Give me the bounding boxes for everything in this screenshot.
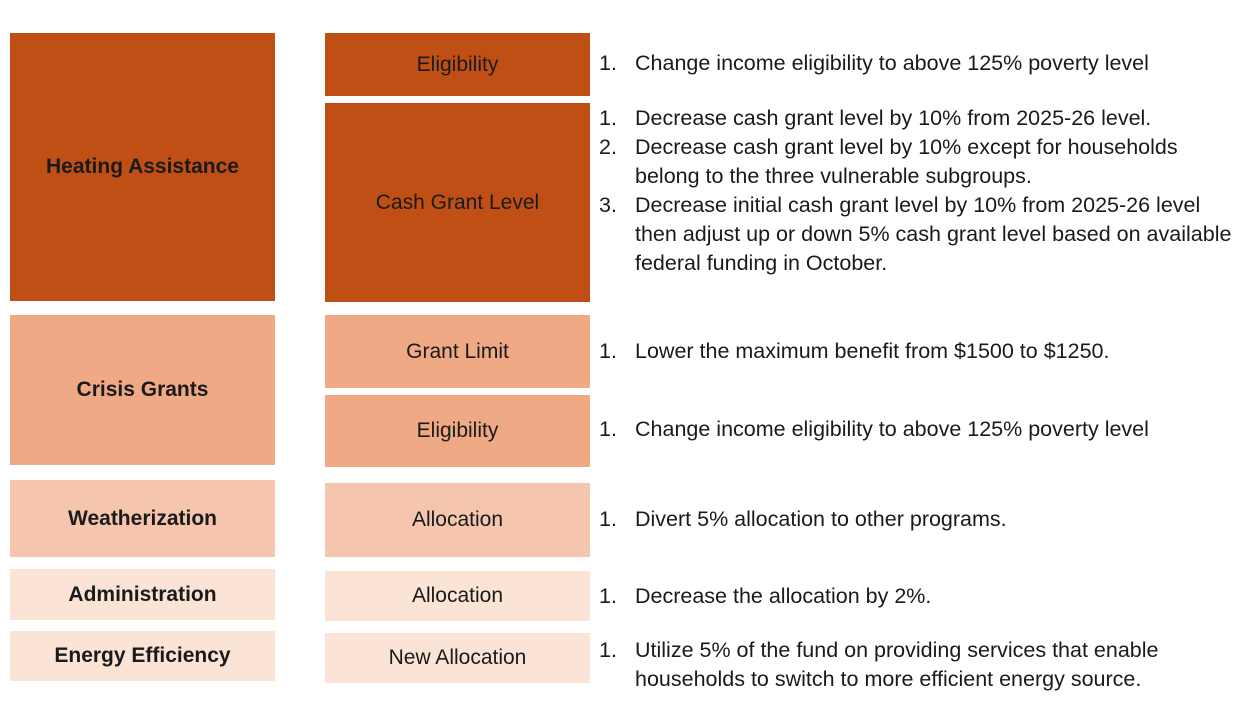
lever-crisis-eligibility: Eligibility — [325, 395, 590, 467]
lever-label: Eligibility — [416, 52, 499, 76]
options-new-allocation: 1. Utilize 5% of the fund on providing s… — [599, 636, 1244, 694]
option-number: 1. — [599, 106, 617, 130]
options-cash-grant-level: 1. Decrease cash grant level by 10% from… — [599, 104, 1244, 278]
lever-label: Allocation — [411, 508, 504, 531]
list-item: 1. Change income eligibility to above 12… — [599, 415, 1244, 444]
list-item: 1. Utilize 5% of the fund on providing s… — [599, 636, 1244, 694]
option-text: Decrease cash grant level by 10% except … — [635, 135, 1178, 188]
option-text: Utilize 5% of the fund on providing serv… — [635, 638, 1159, 691]
category-label: Crisis Grants — [76, 378, 209, 401]
option-number: 1. — [599, 339, 617, 363]
category-label: Heating Assistance — [46, 155, 239, 178]
list-item: 1. Decrease the allocation by 2%. — [599, 582, 1244, 611]
option-text: Decrease cash grant level by 10% from 20… — [635, 106, 1152, 130]
lever-new-allocation: New Allocation — [325, 633, 590, 683]
list-item: 2. Decrease cash grant level by 10% exce… — [599, 133, 1244, 191]
options-administration-allocation: 1. Decrease the allocation by 2%. — [599, 582, 1244, 611]
option-text: Change income eligibility to above 125% … — [635, 51, 1149, 75]
category-weatherization: Weatherization — [10, 480, 275, 557]
list-item: 1. Decrease cash grant level by 10% from… — [599, 104, 1244, 133]
category-crisis-grants: Crisis Grants — [10, 315, 275, 465]
option-number: 1. — [599, 638, 617, 662]
option-number: 3. — [599, 193, 617, 217]
option-text: Decrease the allocation by 2%. — [635, 584, 932, 608]
category-heating-assistance: Heating Assistance — [10, 33, 275, 301]
lever-label: Eligibility — [416, 419, 499, 442]
lever-administration-allocation: Allocation — [325, 571, 590, 621]
lever-weatherization-allocation: Allocation — [325, 483, 590, 557]
option-number: 1. — [599, 584, 617, 608]
options-weatherization-allocation: 1. Divert 5% allocation to other program… — [599, 505, 1244, 534]
lever-grant-limit: Grant Limit — [325, 315, 590, 388]
list-item: 1. Lower the maximum benefit from $1500 … — [599, 337, 1244, 366]
option-number: 1. — [599, 507, 617, 531]
list-item: 1. Change income eligibility to above 12… — [599, 49, 1244, 78]
category-energy-efficiency: Energy Efficiency — [10, 631, 275, 681]
category-administration: Administration — [10, 569, 275, 620]
lever-label: Grant Limit — [406, 339, 509, 363]
option-text: Lower the maximum benefit from $1500 to … — [635, 339, 1110, 363]
list-item: 1. Divert 5% allocation to other program… — [599, 505, 1244, 534]
lever-heating-eligibility: Eligibility — [325, 33, 590, 96]
lever-label: New Allocation — [388, 646, 527, 669]
lever-cash-grant-level: Cash Grant Level — [325, 103, 590, 302]
option-number: 1. — [599, 417, 617, 441]
option-text: Change income eligibility to above 125% … — [635, 417, 1149, 441]
option-text: Decrease initial cash grant level by 10%… — [635, 193, 1232, 275]
category-label: Administration — [68, 582, 217, 606]
options-heating-eligibility: 1. Change income eligibility to above 12… — [599, 49, 1244, 78]
option-text: Divert 5% allocation to other programs. — [635, 507, 1007, 531]
list-item: 3. Decrease initial cash grant level by … — [599, 191, 1244, 278]
option-number: 2. — [599, 135, 617, 159]
options-crisis-eligibility: 1. Change income eligibility to above 12… — [599, 415, 1244, 444]
options-grant-limit: 1. Lower the maximum benefit from $1500 … — [599, 337, 1244, 366]
category-label: Weatherization — [68, 506, 217, 530]
option-number: 1. — [599, 51, 617, 75]
category-label: Energy Efficiency — [54, 644, 231, 667]
lever-label: Allocation — [411, 584, 504, 607]
lever-label: Cash Grant Level — [375, 190, 540, 214]
